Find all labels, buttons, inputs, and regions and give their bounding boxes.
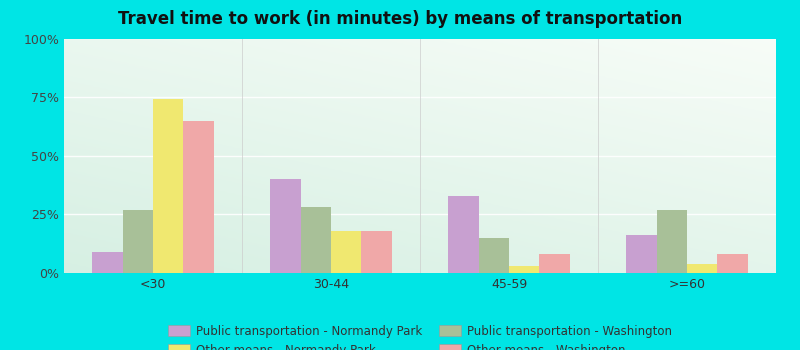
Bar	[331, 231, 362, 273]
Bar	[657, 210, 687, 273]
Text: Travel time to work (in minutes) by means of transportation: Travel time to work (in minutes) by mean…	[118, 10, 682, 28]
Bar	[270, 179, 301, 273]
Bar	[301, 207, 331, 273]
Bar	[362, 231, 391, 273]
Bar	[183, 120, 214, 273]
Legend: Public transportation - Normandy Park, Other means - Normandy Park, Public trans: Public transportation - Normandy Park, O…	[165, 321, 675, 350]
Bar	[687, 264, 718, 273]
Bar	[509, 266, 539, 273]
Bar	[478, 238, 509, 273]
Bar	[626, 236, 657, 273]
Bar	[449, 196, 478, 273]
Bar	[718, 254, 747, 273]
Bar	[122, 210, 153, 273]
Bar	[153, 99, 183, 273]
Bar	[93, 252, 122, 273]
Bar	[539, 254, 570, 273]
